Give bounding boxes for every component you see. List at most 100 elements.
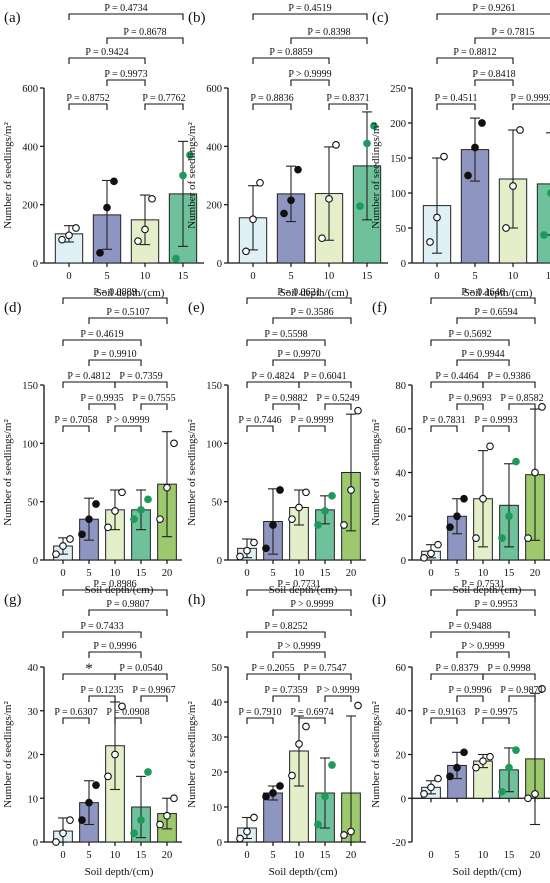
comparison-bracket [436,103,476,110]
data-point [340,831,348,839]
x-tick-label: 5 [454,568,459,579]
y-tick-label: 30 [212,733,223,744]
data-point [356,202,364,210]
comparison-bracket [88,403,116,410]
y-tick-label: 200 [22,201,38,212]
x-axis-title: Soil depth/(cm) [269,866,338,878]
comparison-p-value: P = 0.9967 [132,685,175,696]
y-tick-label: 600 [22,84,38,95]
x-tick-label: 0 [244,568,249,579]
comparison-bracket [252,103,292,110]
comparison-p-value: P = 0.8398 [307,27,350,38]
y-axis-title: Number of seedlings/m² [186,419,198,526]
x-tick-label: 15 [504,850,515,861]
x-tick-label: 15 [178,271,189,282]
comparison-bracket [140,403,168,410]
data-point [276,782,284,790]
data-point [420,790,428,798]
comparison-bracket [246,717,274,724]
comparison-bracket [298,381,352,388]
comparison-bracket [106,79,146,86]
data-point [92,500,100,508]
data-point [92,781,100,789]
data-point [486,442,494,451]
data-point [52,550,60,559]
x-tick-label: 5 [472,271,477,282]
data-point [287,196,295,205]
x-tick-label: 0 [66,271,71,282]
comparison-bracket [456,695,484,702]
y-tick-label: 0 [401,556,406,567]
data-point [85,515,93,524]
comparison-bracket [290,79,330,86]
comparison-bracket [436,57,514,64]
comparison-bracket [246,297,352,304]
data-point [426,238,434,246]
comparison-bracket [328,103,368,110]
y-tick-label: 40 [28,663,39,674]
comparison-p-value: P = 0.6041 [303,371,346,382]
comparison-p-value: P = 0.9488 [448,621,491,632]
y-tick-label: 40 [396,469,407,480]
data-point [144,768,152,776]
comparison-p-value: P = 0.9993 [510,93,550,104]
y-tick-label: 200 [206,201,222,212]
comparison-p-value: P = 0.9996 [93,641,136,652]
data-point [295,740,303,748]
comparison-p-value: P = 0.9386 [487,371,530,382]
comparison-bracket [430,631,510,638]
y-tick-label: 250 [390,84,406,95]
data-point [250,813,258,822]
data-point [144,495,152,504]
panel-label: (g) [4,592,22,608]
y-tick-label: 40 [396,707,407,718]
y-tick-label: 150 [390,154,406,165]
comparison-p-value: P = 0.8752 [66,93,109,104]
x-tick-label: 10 [294,568,305,579]
data-point [531,468,539,477]
comparison-p-value: P = 0.0621 [277,287,320,298]
comparison-p-value: P = 0.4511 [435,93,478,104]
x-tick-label: 5 [104,271,109,282]
comparison-p-value: P > 0.9999 [316,685,359,696]
comparison-bracket [252,13,368,20]
comparison-bracket [246,631,326,638]
panel-f: (f) 0 20 40 60 80 0 5 10 15 20 Soil depth/(cm) Numbe… [370,287,550,596]
data-point [328,491,336,500]
y-tick-label: 600 [206,84,222,95]
comparison-p-value: P = 0.8379 [435,663,478,674]
comparison-p-value: P = 0.4619 [80,329,123,340]
comparison-bracket [246,425,274,432]
x-tick-label: 10 [294,850,305,861]
comparison-bracket [106,37,184,44]
data-point [538,403,546,411]
comparison-bracket [246,673,300,680]
y-tick-label: 0 [401,259,406,270]
y-axis-title: Number of seedlings/m² [370,419,382,526]
comparison-p-value: P = 0.9998 [487,663,530,674]
comparison-bracket [88,651,142,658]
comparison-bracket [68,57,146,64]
panel-g: (g) 0 10 20 30 40 0 5 10 15 20 Soil depth/(cm) Numbe… [2,579,182,878]
y-tick-label: 50 [28,498,39,509]
data-point [427,783,435,792]
comparison-bracket [62,339,142,346]
y-tick-label: 400 [22,142,38,153]
comparison-bracket [272,695,300,702]
x-tick-label: 5 [86,850,91,861]
comparison-p-value: * [85,661,93,677]
data-point [471,143,479,152]
comparison-p-value: P = 0.6974 [290,707,333,718]
y-tick-label: 30 [28,707,39,718]
comparison-bracket [456,359,510,366]
comparison-bracket [68,13,184,20]
data-point [137,505,145,514]
bar [536,183,550,264]
y-tick-label: 100 [206,439,222,450]
data-point [170,794,178,803]
data-point [103,203,111,212]
comparison-bracket [272,359,326,366]
x-tick-label: 15 [362,271,373,282]
data-point [295,503,303,512]
y-tick-label: 150 [22,381,38,392]
